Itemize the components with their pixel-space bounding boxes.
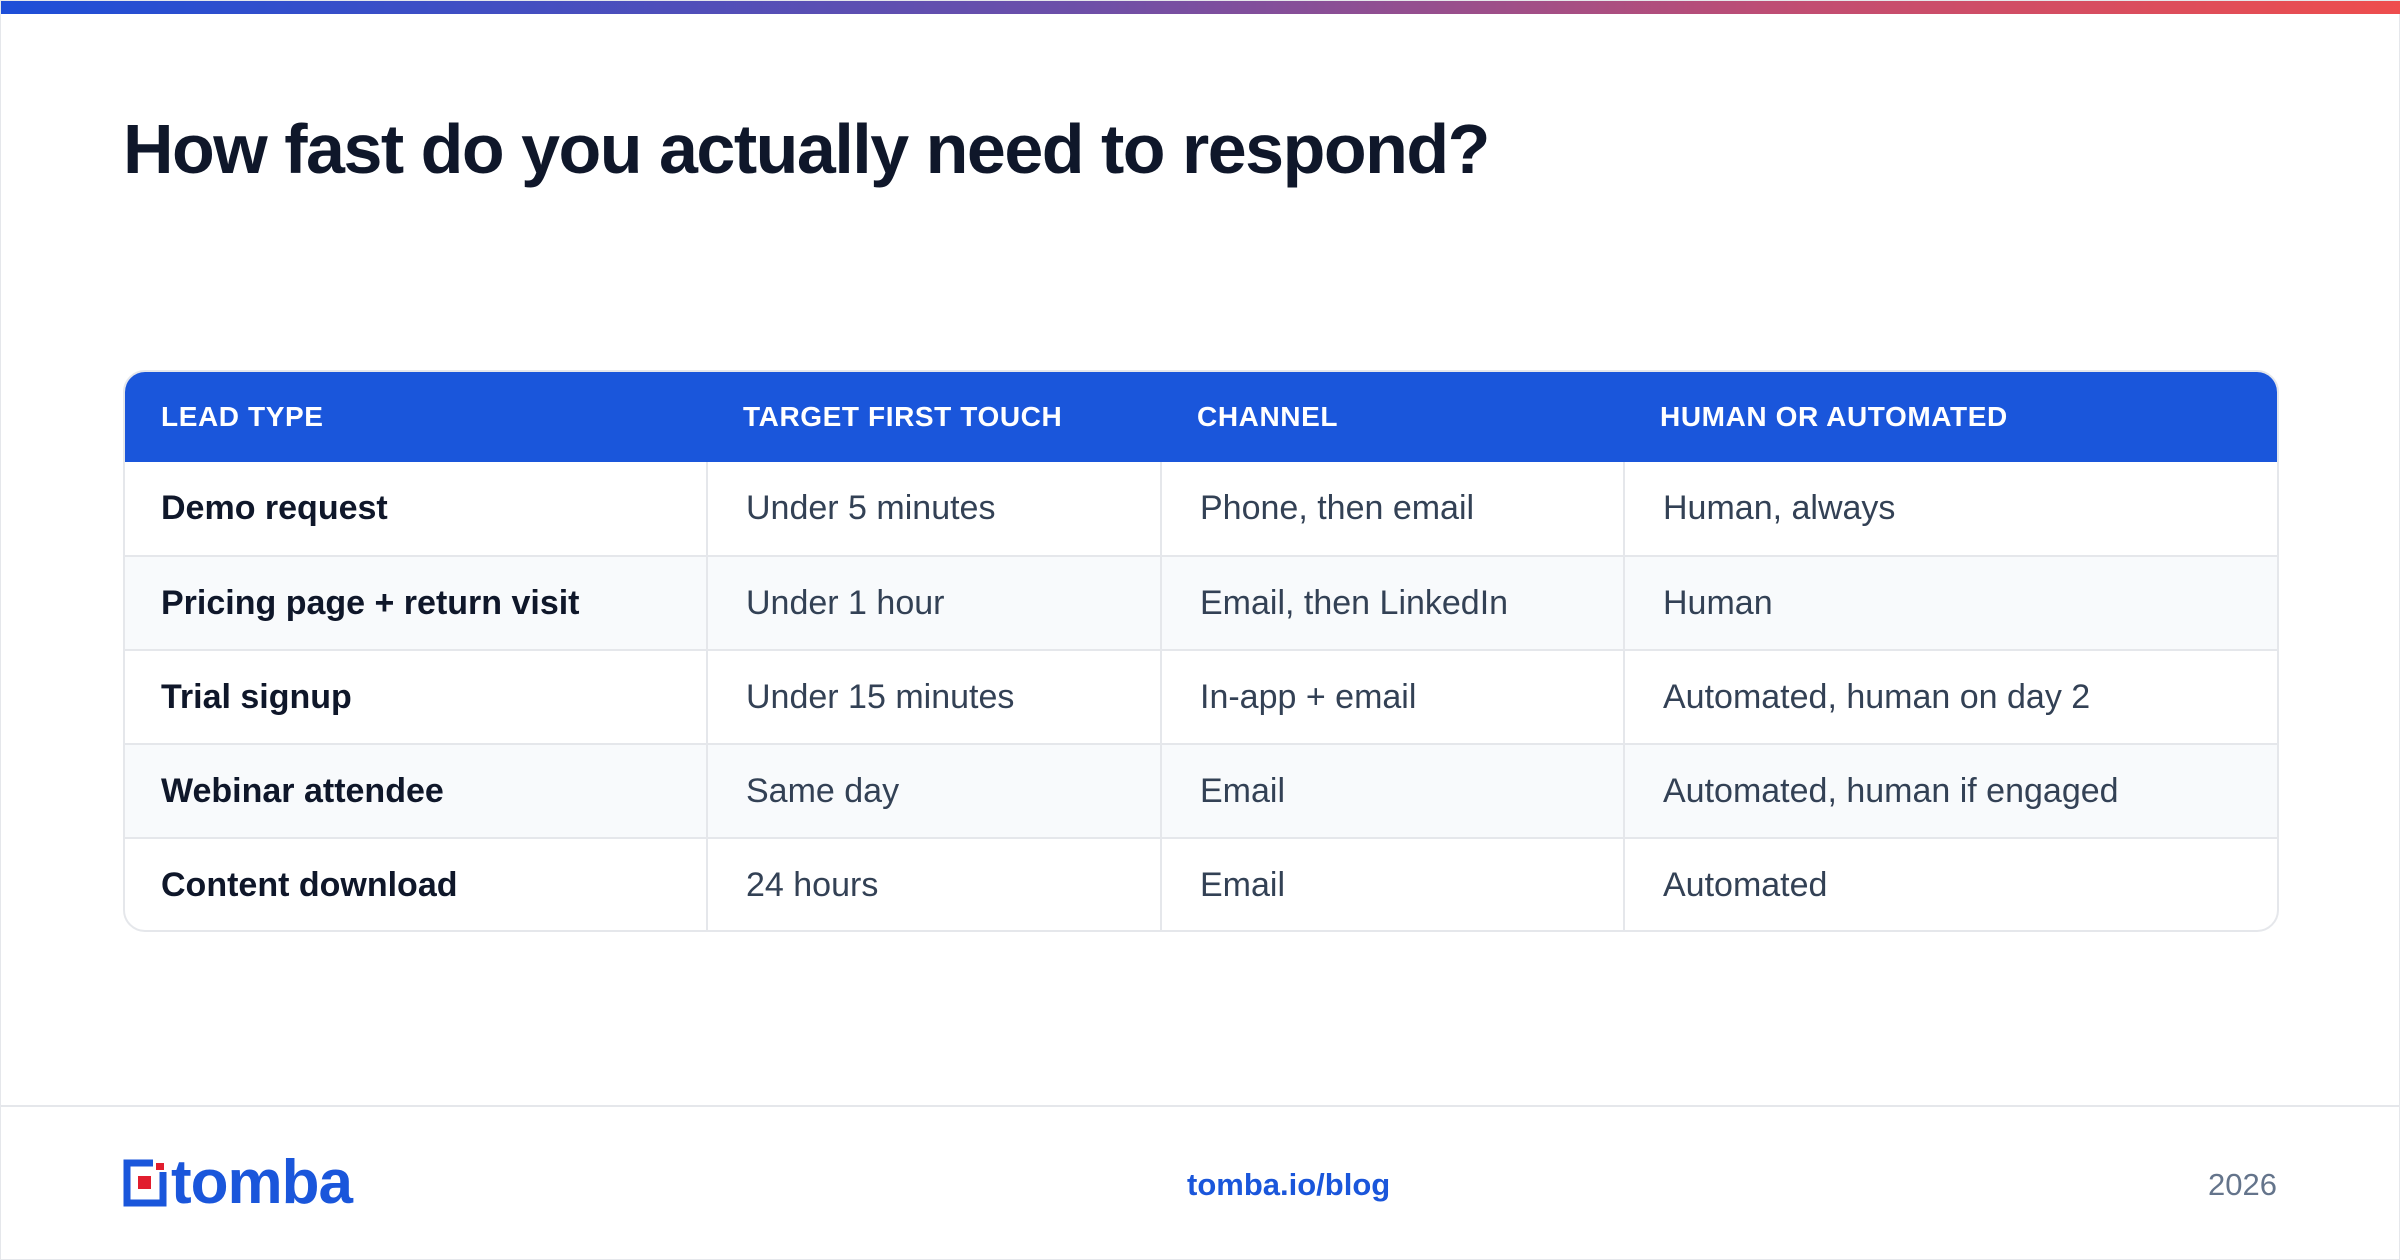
cell-channel: Email: [1160, 743, 1624, 838]
table-row: Demo request Under 5 minutes Phone, then…: [125, 462, 2277, 556]
cell-human-or-automated: Automated, human if engaged: [1623, 743, 2277, 838]
footer-year: 2026: [2208, 1167, 2277, 1202]
cell-channel: Email: [1160, 837, 1624, 930]
cell-human-or-automated: Human, always: [1623, 462, 2277, 556]
cell-human-or-automated: Automated, human on day 2: [1623, 649, 2277, 744]
table-row: Content download 24 hours Email Automate…: [125, 837, 2277, 930]
table-row: Trial signup Under 15 minutes In-app + e…: [125, 649, 2277, 744]
cell-channel: Phone, then email: [1160, 462, 1624, 556]
top-gradient-bar: [1, 1, 2400, 14]
cell-lead-type: Webinar attendee: [125, 743, 707, 838]
cell-channel: Email, then LinkedIn: [1160, 555, 1624, 650]
tomba-logo-icon: [123, 1159, 167, 1207]
header-channel: CHANNEL: [1197, 401, 1339, 432]
table-row: Pricing page + return visit Under 1 hour…: [125, 555, 2277, 650]
cell-target-first-touch: Under 1 hour: [706, 555, 1161, 650]
table-row: Webinar attendee Same day Email Automate…: [125, 743, 2277, 838]
cell-lead-type: Pricing page + return visit: [125, 555, 707, 650]
cell-lead-type: Trial signup: [125, 649, 707, 744]
blog-link[interactable]: tomba.io/blog: [1187, 1167, 1391, 1202]
cell-target-first-touch: Under 15 minutes: [706, 649, 1161, 744]
cell-target-first-touch: Under 5 minutes: [706, 462, 1161, 556]
header-lead-type: LEAD TYPE: [161, 401, 324, 432]
response-time-table: LEAD TYPE TARGET FIRST TOUCH CHANNEL HUM…: [123, 370, 2279, 932]
cell-human-or-automated: Human: [1623, 555, 2277, 650]
header-human-or-automated: HUMAN OR AUTOMATED: [1660, 401, 2008, 432]
cell-human-or-automated: Automated: [1623, 837, 2277, 930]
tomba-logo: tomba: [123, 1148, 353, 1217]
cell-lead-type: Demo request: [161, 489, 388, 527]
cell-target-first-touch: 24 hours: [706, 837, 1161, 930]
cell-lead-type: Content download: [125, 837, 707, 930]
table: LEAD TYPE TARGET FIRST TOUCH CHANNEL HUM…: [125, 372, 2277, 930]
tomba-logo-text: tomba: [171, 1148, 353, 1217]
cell-channel: In-app + email: [1160, 649, 1624, 744]
cell-target-first-touch: Same day: [706, 743, 1161, 838]
header-target-first-touch: TARGET FIRST TOUCH: [743, 401, 1063, 432]
page-title: How fast do you actually need to respond…: [123, 110, 1490, 188]
footer-divider: [1, 1105, 2400, 1107]
table-header-row: LEAD TYPE TARGET FIRST TOUCH CHANNEL HUM…: [125, 372, 2277, 462]
